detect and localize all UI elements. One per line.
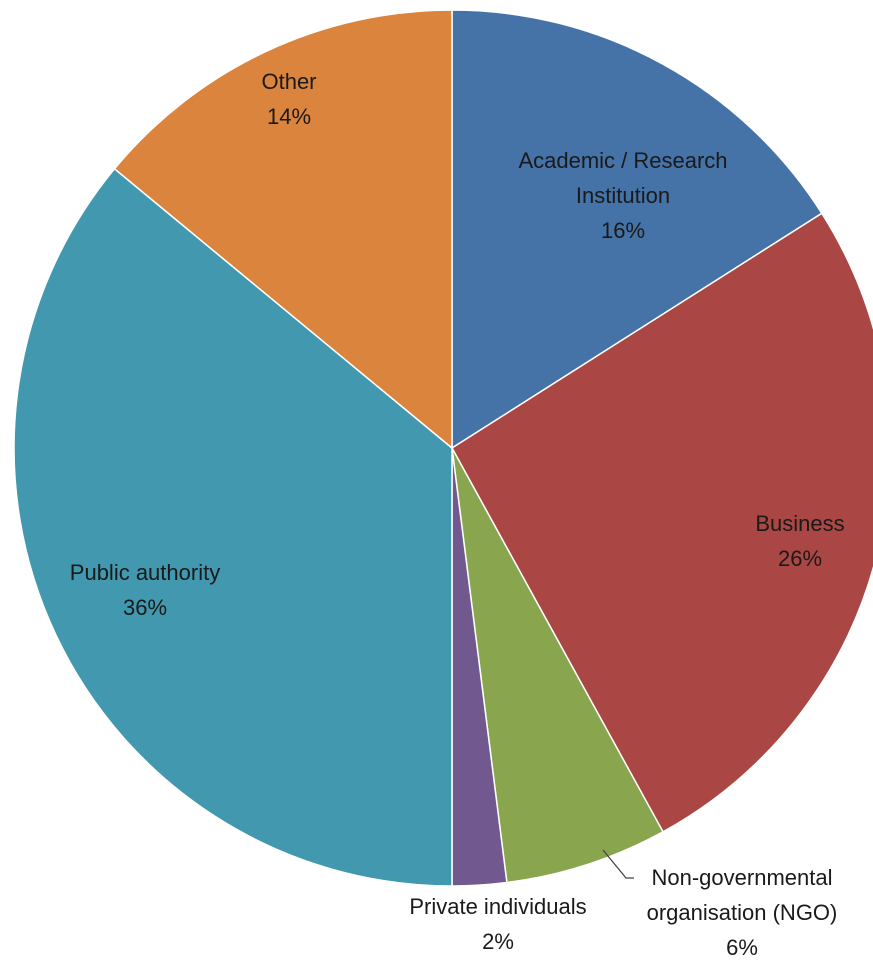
ngo-leader-line <box>602 849 634 879</box>
pie-slice-1 <box>451 212 873 833</box>
leader-lines <box>602 849 634 879</box>
slice-value-label: 2% <box>482 929 514 954</box>
slice-label-1: Business 26% <box>755 511 844 571</box>
slice-category-label: Non-governmental <box>652 865 833 890</box>
pie-slices <box>13 9 873 887</box>
slice-category-label: Academic / Research <box>518 148 727 173</box>
slice-category-label: Private individuals <box>409 894 586 919</box>
slice-label-5: Other 14% <box>261 69 316 129</box>
pie-slice-0 <box>451 9 823 450</box>
slice-value-label: 14% <box>267 104 311 129</box>
slice-value-label: 36% <box>123 595 167 620</box>
slice-label-3: Private individuals 2% <box>409 894 586 954</box>
slice-value-label: 26% <box>778 546 822 571</box>
slice-label-4: Public authority 36% <box>70 560 220 620</box>
slice-category-label: Institution <box>576 183 670 208</box>
pie-slice-5 <box>113 9 453 450</box>
slice-category-label: Business <box>755 511 844 536</box>
slice-value-label: 16% <box>601 218 645 243</box>
slice-category-label: organisation (NGO) <box>647 900 838 925</box>
slice-labels: Academic / Research Institution 16% Busines… <box>70 69 845 960</box>
slice-category-label: Other <box>261 69 316 94</box>
pie-slice-4 <box>13 167 453 887</box>
slice-label-2: Non-governmental organisation (NGO) 6% <box>647 865 838 960</box>
slice-category-label: Public authority <box>70 560 220 585</box>
slice-value-label: 6% <box>726 935 758 960</box>
slice-label-0: Academic / Research Institution 16% <box>518 148 727 243</box>
pie-slice-2 <box>451 447 665 884</box>
